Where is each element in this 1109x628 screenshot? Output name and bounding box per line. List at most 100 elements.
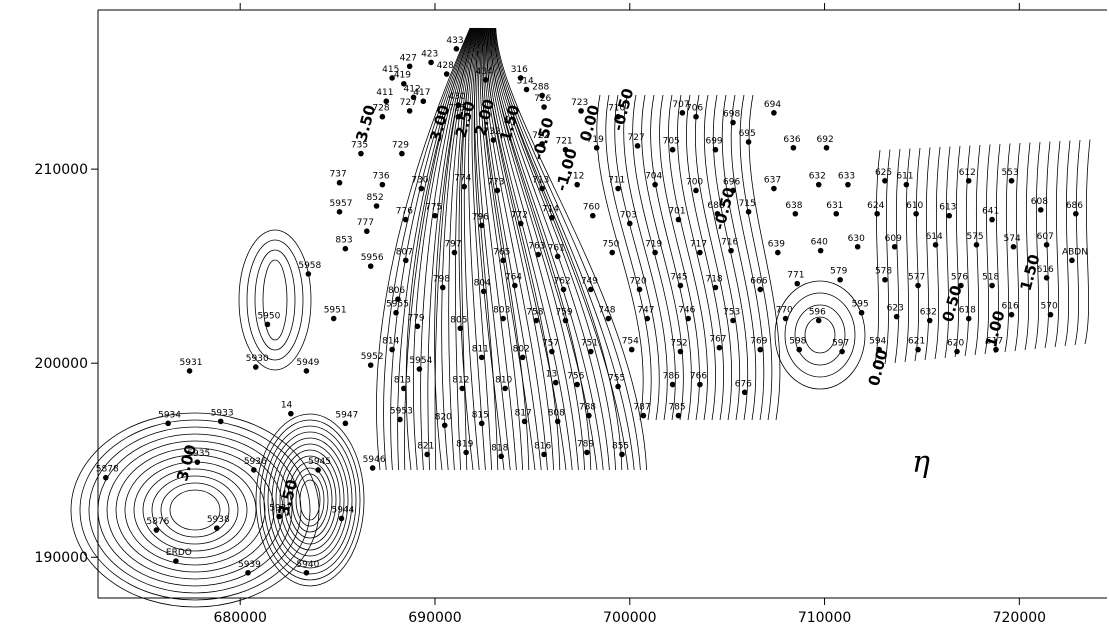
well-label: 748	[598, 306, 615, 316]
contour-line	[1035, 142, 1040, 349]
well-label: 760	[583, 203, 600, 213]
well-label: 771	[787, 271, 804, 281]
well-label: 5952	[361, 352, 384, 362]
well-point	[304, 368, 310, 374]
well-point	[680, 110, 686, 116]
well-point	[791, 145, 797, 151]
well-point	[358, 151, 364, 157]
well-point	[670, 382, 676, 388]
well-point	[588, 349, 594, 355]
well-label: 5954	[409, 356, 432, 366]
well-label: 5953	[390, 406, 413, 416]
well-point	[498, 454, 504, 460]
well-point	[771, 110, 777, 116]
contour-line	[722, 95, 756, 420]
well-label: 5934	[158, 410, 181, 420]
well-label: 5958	[298, 261, 321, 271]
well-label: 789	[577, 439, 594, 449]
well-label: 758	[526, 307, 543, 317]
contour-line	[292, 468, 328, 532]
well-point	[481, 289, 487, 295]
well-point	[187, 368, 193, 374]
well-point	[574, 382, 580, 388]
well-label: 759	[555, 307, 572, 317]
well-label: 5878	[96, 465, 119, 475]
annotation: η	[912, 445, 930, 480]
well-point	[500, 316, 506, 322]
well-point	[974, 242, 980, 248]
well-label: 821	[417, 441, 434, 451]
well-point	[635, 143, 641, 149]
well-label: 756	[567, 372, 584, 382]
well-label: 777	[357, 218, 374, 228]
well-point	[524, 87, 530, 93]
well-label: 5876	[146, 517, 169, 527]
well-point	[403, 217, 409, 223]
well-label: 769	[750, 337, 767, 347]
x-tick-label: 680000	[213, 610, 266, 626]
contour-line	[785, 293, 855, 377]
well-point	[757, 287, 763, 293]
well-point	[214, 525, 220, 531]
well-label: 5933	[211, 408, 234, 418]
well-point	[746, 209, 752, 215]
well-label: 433	[446, 36, 463, 46]
well-label: 808	[548, 408, 565, 418]
well-point	[442, 422, 448, 428]
well-label: 631	[826, 201, 843, 211]
contour-label: 0.00	[865, 348, 892, 388]
well-point	[904, 182, 910, 188]
well-label: 5946	[363, 455, 386, 465]
well-label: 694	[764, 100, 781, 110]
well-label: 5936	[244, 457, 267, 467]
well-label: 288	[532, 82, 549, 92]
well-label: 774	[454, 174, 471, 184]
well-point	[393, 310, 399, 316]
well-label: 696	[723, 177, 740, 187]
well-label: 5956	[361, 253, 384, 263]
well-point	[553, 380, 559, 386]
well-label: 747	[637, 306, 654, 316]
well-point	[389, 347, 395, 353]
well-point	[265, 322, 271, 328]
well-point	[645, 316, 651, 322]
well-label: 699	[705, 137, 722, 147]
well-point	[1009, 178, 1015, 184]
well-label: 802	[513, 344, 530, 354]
well-point	[966, 316, 972, 322]
well-label: 428	[437, 61, 454, 71]
well-point	[420, 98, 426, 104]
well-label: 608	[1031, 197, 1048, 207]
well-label: 720	[630, 276, 647, 286]
well-point	[793, 211, 799, 217]
well-label: 737	[330, 170, 347, 180]
well-point	[407, 108, 413, 114]
well-point	[304, 570, 310, 576]
well-label: 817	[515, 408, 532, 418]
y-tick-label: 190000	[35, 550, 88, 566]
well-point	[816, 182, 822, 188]
well-label: 5951	[324, 306, 347, 316]
well-label: 746	[678, 306, 695, 316]
well-label: 717	[690, 240, 707, 250]
well-point	[380, 114, 386, 120]
well-label: 773	[487, 177, 504, 187]
well-label: 700	[686, 177, 703, 187]
well-label: 706	[686, 104, 703, 114]
well-point	[383, 98, 389, 104]
well-point	[337, 209, 343, 215]
well-point	[535, 252, 541, 258]
well-point	[364, 228, 370, 234]
well-label: 640	[811, 238, 828, 248]
well-label: ABDN	[1062, 247, 1088, 257]
well-label: 595	[852, 300, 869, 310]
well-label: 745	[670, 273, 687, 283]
well-label: 711	[608, 176, 625, 186]
well-label: 518	[982, 273, 999, 283]
well-label: 820	[435, 412, 452, 422]
well-point	[882, 277, 888, 283]
contour-line	[152, 476, 238, 544]
well-label: 5940	[296, 560, 319, 570]
well-point	[859, 310, 865, 316]
well-point	[833, 211, 839, 217]
